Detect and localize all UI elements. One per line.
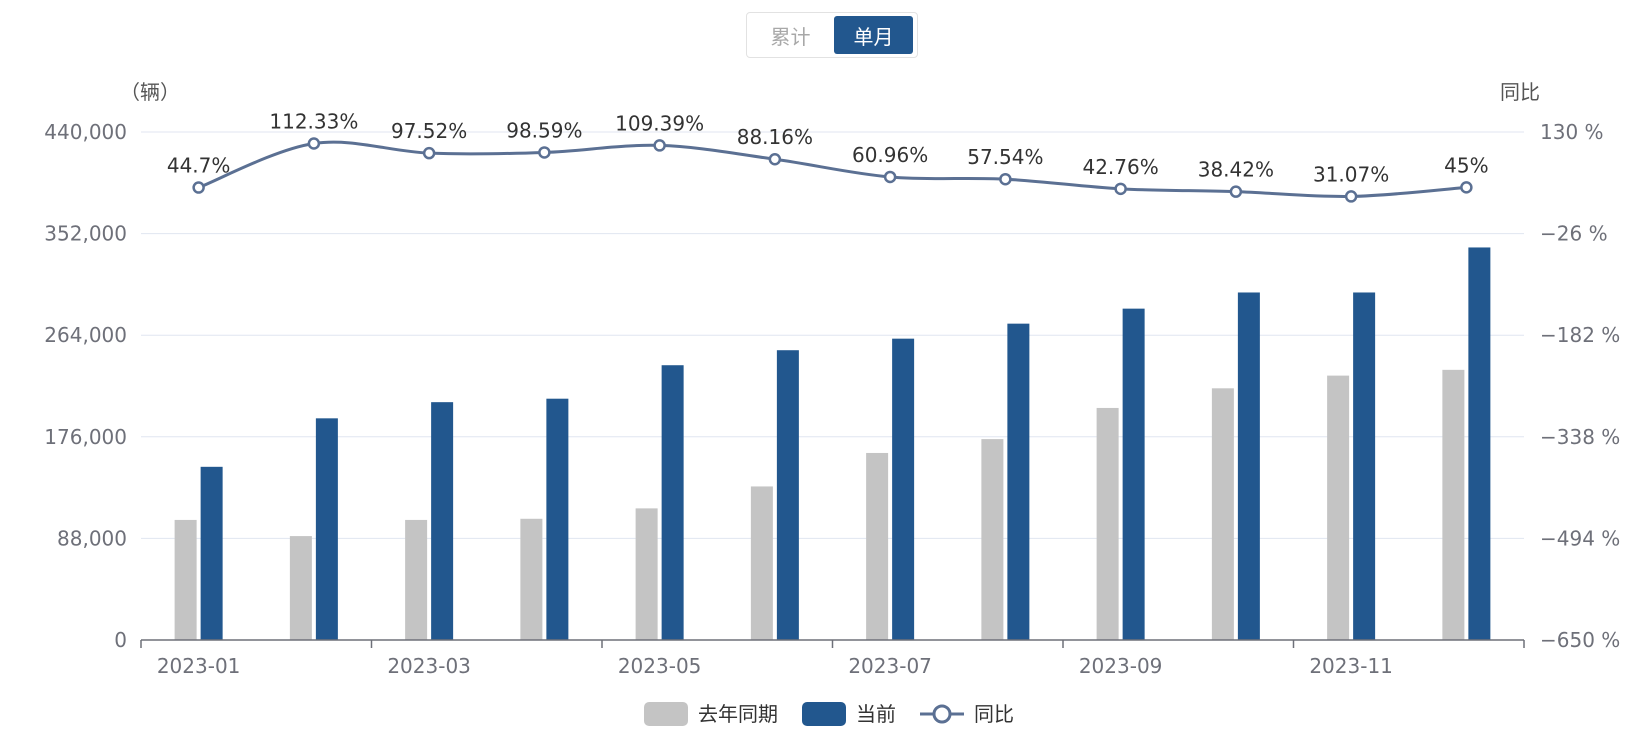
bar-last-year: [289, 536, 312, 640]
yoy-data-label: 109.39%: [615, 111, 704, 135]
bar-current: [1237, 292, 1260, 640]
bar-current: [892, 338, 915, 640]
grid-lines: [141, 131, 1524, 539]
bar-last-year: [1327, 375, 1350, 640]
bar-last-year: [866, 452, 889, 640]
x-tick-label: 2023-03: [387, 654, 471, 678]
bar-current: [431, 402, 454, 640]
legend-swatch-current[interactable]: [802, 702, 846, 726]
bar-last-year: [405, 519, 428, 640]
legend: 去年同期 当前 同比: [644, 702, 1014, 726]
y-right-tick-label: 130 %: [1540, 120, 1604, 144]
bar-last-year: [1211, 388, 1234, 640]
bar-current: [1122, 308, 1145, 640]
yoy-point: [768, 152, 782, 166]
y-left-tick-label: 264,000: [44, 323, 127, 347]
y-right-tick-label: −494 %: [1540, 526, 1620, 550]
yoy-data-label: 60.96%: [852, 143, 928, 167]
yoy-data-label: 45%: [1444, 153, 1488, 177]
yoy-point: [192, 181, 205, 194]
bar-current: [1468, 247, 1491, 641]
yoy-data-label: 112.33%: [269, 110, 358, 134]
legend-label-last-year[interactable]: 去年同期: [698, 702, 778, 726]
bar-last-year: [520, 518, 543, 640]
bar-current: [1007, 323, 1030, 640]
bar-current: [200, 466, 223, 640]
cumulative-tab[interactable]: 累计: [770, 24, 811, 49]
yoy-point: [307, 137, 321, 150]
legend-swatch-yoy-marker[interactable]: [932, 704, 952, 724]
right-axis-unit: 同比: [1500, 80, 1540, 104]
legend-label-yoy[interactable]: 同比: [974, 702, 1014, 726]
x-tick-label: 2023-11: [1309, 654, 1393, 678]
x-tick-label: 2023-05: [618, 654, 702, 678]
yoy-data-label: 97.52%: [391, 119, 467, 143]
yoy-point: [1460, 181, 1473, 194]
y-right-tick-label: −26 %: [1540, 222, 1608, 246]
yoy-point: [1114, 182, 1127, 196]
yoy-data-label: 42.76%: [1082, 155, 1158, 179]
axes: 0 88,000 176,000 264,000 352,000 440,000 −650 …: [44, 120, 1620, 678]
yoy-data-label: 38.42%: [1198, 158, 1274, 182]
bar-last-year: [750, 486, 773, 640]
y-left-tick-label: 176,000: [44, 425, 127, 449]
bar-last-year: [174, 519, 197, 640]
yoy-line-path: [198, 140, 1467, 199]
y-right-tick-label: −182 %: [1540, 323, 1620, 347]
bar-current: [1353, 292, 1376, 640]
bar-last-year: [981, 439, 1004, 640]
yoy-point: [999, 172, 1012, 186]
left-axis-unit: （辆）: [120, 80, 180, 104]
yoy-point: [653, 139, 666, 152]
yoy-data-label: 31.07%: [1313, 162, 1389, 186]
y-left-tick-label: 352,000: [44, 222, 127, 246]
bar-last-year: [1096, 407, 1119, 640]
bar-last-year: [635, 508, 658, 640]
bar-current: [546, 398, 569, 640]
legend-swatch-last-year[interactable]: [644, 702, 688, 726]
y-left-tick-label: 88,000: [57, 526, 127, 550]
period-toggle: 累计 单月: [746, 12, 918, 58]
y-left-tick-label: 440,000: [44, 120, 127, 144]
monthly-tab[interactable]: 单月: [834, 16, 913, 54]
y-right-tick-label: −338 %: [1540, 425, 1620, 449]
bar-current: [661, 365, 684, 640]
bar-current: [315, 418, 338, 640]
yoy-data-label: 44.7%: [167, 154, 231, 178]
x-tick-label: 2023-01: [157, 654, 241, 678]
bar-current: [776, 350, 799, 640]
yoy-data-label: 57.54%: [967, 145, 1043, 169]
yoy-point: [538, 146, 551, 159]
y-left-tick-label: 0: [114, 628, 127, 652]
bars: [174, 247, 1491, 641]
yoy-line: 44.7% 112.33% 97.52% 98.59% 109.39% 88.16% 60.…: [167, 110, 1489, 203]
y-right-tick-label: −650 %: [1540, 628, 1620, 652]
x-tick-label: 2023-09: [1079, 654, 1163, 678]
yoy-point: [1229, 185, 1243, 198]
yoy-point: [422, 146, 436, 160]
yoy-data-label: 88.16%: [737, 125, 813, 149]
legend-label-current[interactable]: 当前: [856, 702, 896, 726]
x-tick-label: 2023-07: [848, 654, 932, 678]
yoy-point: [1344, 190, 1358, 203]
yoy-point: [883, 170, 897, 184]
bar-last-year: [1442, 369, 1465, 640]
yoy-data-label: 98.59%: [506, 118, 582, 142]
